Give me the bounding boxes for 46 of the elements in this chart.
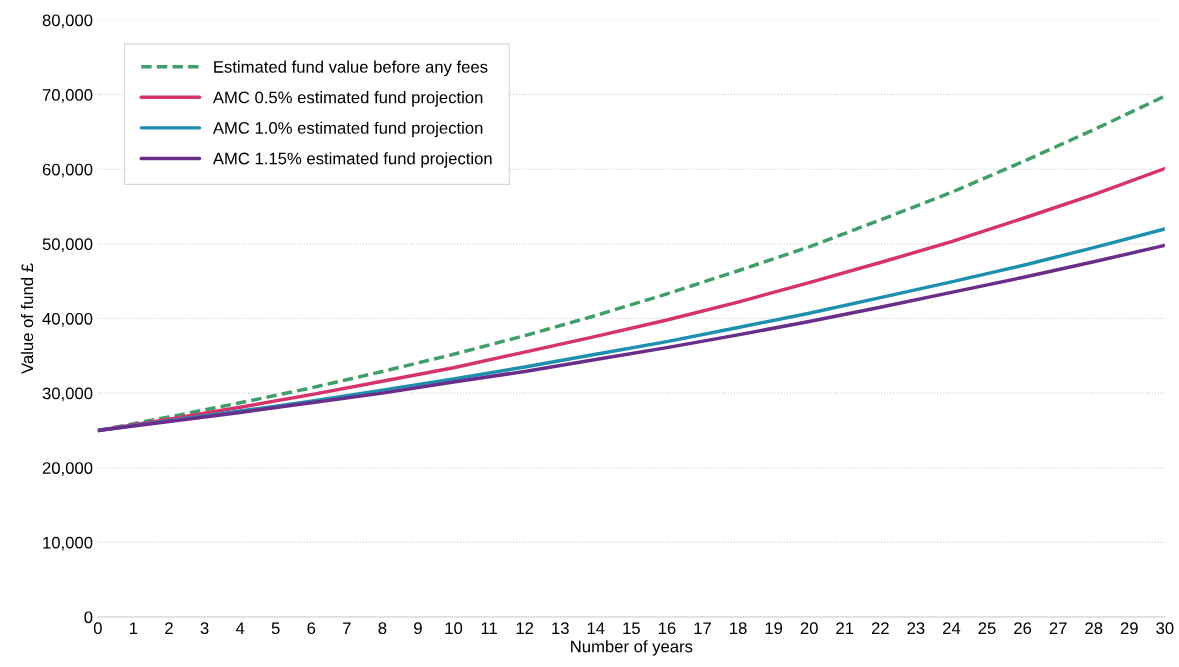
legend-label: AMC 1.0% estimated fund projection <box>212 121 483 138</box>
x-tick-label: 26 <box>1014 622 1032 635</box>
x-tick-label: 19 <box>765 622 783 635</box>
x-tick-label: 20 <box>800 622 818 635</box>
y-tick-label: 40,000 <box>42 312 93 327</box>
y-tick-label: 50,000 <box>42 238 93 253</box>
y-tick-label: 20,000 <box>42 462 93 476</box>
legend-label: Estimated fund value before any fees <box>214 60 488 77</box>
x-tick-label: 11 <box>481 622 497 634</box>
x-tick-label: 15 <box>623 622 640 635</box>
x-tick-label: 24 <box>943 622 961 634</box>
legend-label: AMC 1.15% estimated fund projection <box>212 152 492 168</box>
x-tick-label: 0 <box>93 622 102 635</box>
x-tick-label: 25 <box>978 622 996 635</box>
x-tick-label: 2 <box>165 622 173 634</box>
x-tick-label: 14 <box>587 622 605 634</box>
x-tick-label: 8 <box>378 622 387 635</box>
x-tick-label: 28 <box>1085 622 1103 635</box>
y-tick-label: 30,000 <box>42 387 93 402</box>
legend-label: AMC 0.5% estimated fund projection <box>212 91 483 107</box>
x-tick-label: 27 <box>1049 622 1067 634</box>
x-tick-label: 6 <box>307 622 316 635</box>
x-tick-label: 5 <box>271 622 280 635</box>
y-tick-label: 0 <box>84 611 93 624</box>
x-tick-label: 7 <box>343 622 351 634</box>
y-axis-title: Value of fund £ <box>20 263 34 374</box>
x-tick-label: 1 <box>130 622 138 634</box>
y-tick-label: 60,000 <box>42 163 93 178</box>
x-tick-label: 30 <box>1156 622 1174 635</box>
x-tick-label: 13 <box>552 622 569 635</box>
x-tick-label: 17 <box>694 622 711 634</box>
x-tick-label: 23 <box>907 622 925 635</box>
x-tick-label: 12 <box>516 622 534 634</box>
x-tick-label: 22 <box>871 622 889 634</box>
x-axis-title: Number of years <box>571 640 693 656</box>
x-tick-label: 10 <box>445 622 463 635</box>
x-tick-label: 18 <box>730 622 747 635</box>
x-tick-label: 29 <box>1120 622 1138 635</box>
x-tick-label: 16 <box>658 622 676 635</box>
y-tick-label: 70,000 <box>42 89 93 103</box>
x-tick-label: 4 <box>235 622 245 634</box>
y-tick-label: 80,000 <box>42 14 93 29</box>
x-tick-label: 21 <box>836 622 854 634</box>
x-tick-label: 9 <box>414 622 422 635</box>
x-tick-label: 3 <box>200 622 209 635</box>
y-tick-label: 10,000 <box>43 536 93 551</box>
